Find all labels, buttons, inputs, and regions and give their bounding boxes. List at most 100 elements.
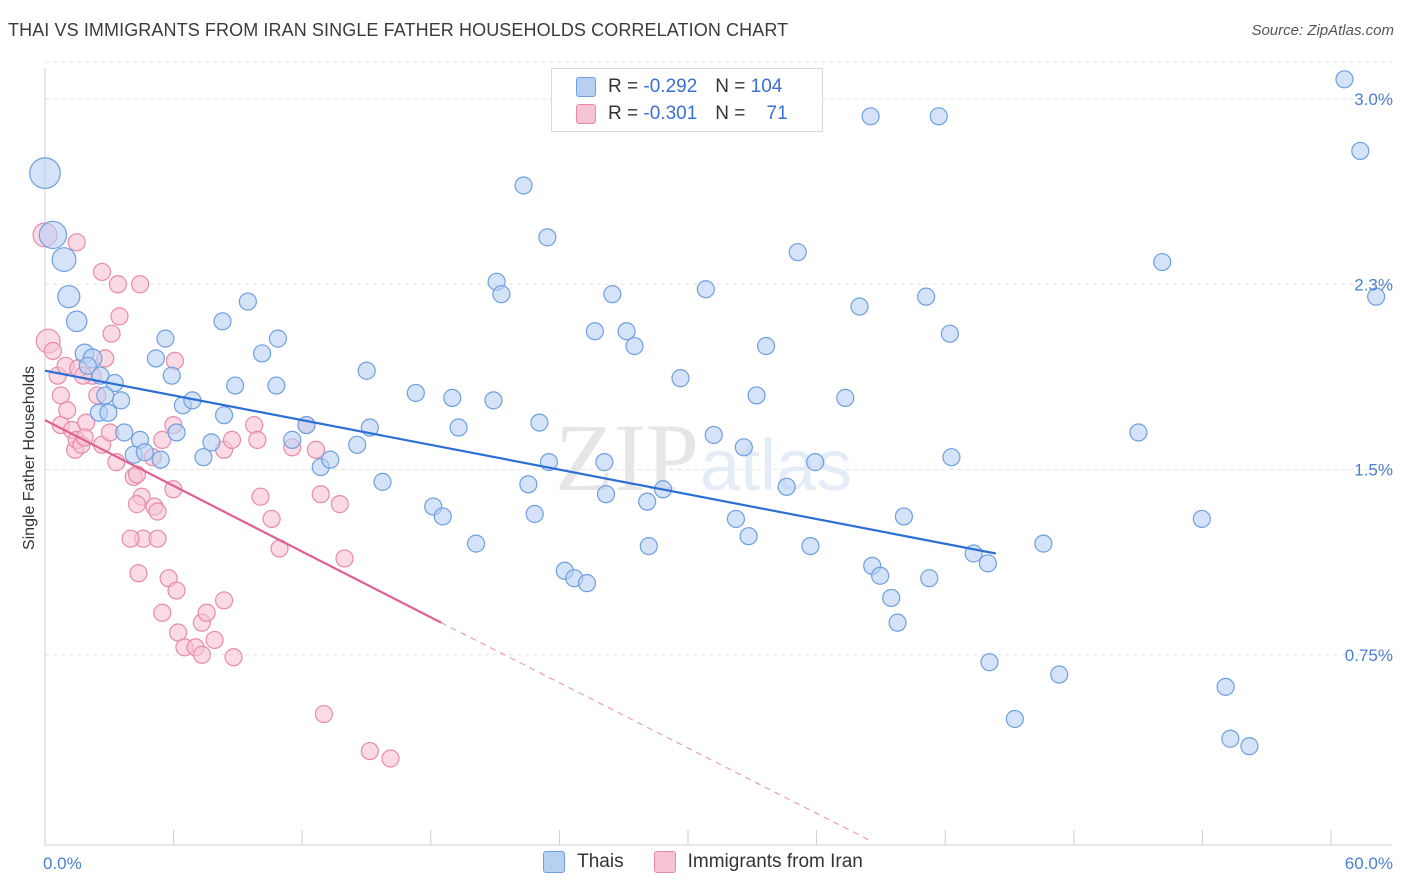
thais-point	[882, 588, 901, 608]
thais-point	[51, 247, 77, 273]
thais-point	[1034, 534, 1053, 553]
thais-point	[739, 527, 758, 546]
thais-point	[1351, 141, 1370, 161]
thais-point	[162, 366, 181, 385]
iran-point	[335, 549, 354, 568]
y-tick-label: 3.0%	[1354, 90, 1393, 109]
thais-point	[1216, 677, 1235, 696]
thais-point	[514, 176, 533, 195]
thais-point	[929, 107, 948, 126]
thais-point	[156, 329, 175, 348]
thais-point	[617, 322, 636, 341]
thais-point	[151, 450, 170, 469]
iran-point	[43, 341, 63, 361]
y-tick-label: 0.75%	[1345, 646, 1393, 665]
chart-title: THAI VS IMMIGRANTS FROM IRAN SINGLE FATH…	[8, 20, 789, 40]
thais-point	[850, 297, 869, 316]
data-points	[29, 70, 1386, 768]
thais-point	[268, 329, 288, 348]
thais-point	[704, 425, 723, 445]
y-tick-labels: 0.75% 1.5% 2.3% 3.0%	[1345, 90, 1393, 665]
y-tick-label: 2.3%	[1354, 275, 1393, 294]
watermark-zip: ZIP	[555, 404, 699, 511]
legend-n-value: 104	[750, 76, 783, 97]
thais-trend-line	[44, 369, 997, 555]
bottom-legend-label-iran: Immigrants from Iran	[687, 851, 863, 872]
iran-point	[360, 741, 379, 761]
iran-point	[306, 440, 326, 459]
iran-point	[102, 324, 121, 343]
iran-point	[67, 233, 86, 252]
iran-point	[197, 603, 216, 622]
thais-point	[29, 157, 61, 190]
thais-point	[888, 613, 907, 632]
thais-point	[625, 336, 644, 356]
thais-point	[167, 423, 186, 442]
legend-row-thais: R = -0.292 N = 104	[576, 76, 782, 98]
iran-point	[381, 749, 400, 768]
watermark: ZIP atlas	[555, 404, 852, 511]
bottom-legend: Thais Immigrants from Iran	[0, 851, 1406, 873]
thais-point	[1050, 665, 1069, 684]
thais-point	[603, 285, 622, 304]
thais-point	[443, 388, 462, 407]
thais-point	[348, 435, 367, 454]
legend-r-value: -0.292	[643, 76, 698, 97]
thais-point	[916, 287, 936, 306]
iran-point	[108, 275, 127, 294]
iran-point	[167, 581, 186, 600]
y-axis-label: Single Father Households	[21, 366, 38, 550]
thais-point	[38, 220, 68, 250]
thais-point	[806, 453, 825, 472]
thais-point	[638, 492, 657, 511]
thais-point	[466, 534, 486, 553]
legend-n-label: N =	[715, 103, 746, 124]
iran-point	[224, 648, 243, 667]
iran-point	[248, 430, 267, 449]
iran-point	[148, 502, 167, 521]
legend-n-value: 71	[766, 103, 788, 124]
legend: R = -0.292 N = 104 R = -0.301 N = 71	[551, 68, 823, 132]
iran-point	[314, 704, 334, 724]
bottom-legend-swatch-iran	[653, 851, 676, 873]
iran-point	[245, 415, 264, 435]
thais-point	[788, 243, 807, 262]
thais-point	[585, 322, 604, 341]
thais-point	[639, 536, 658, 556]
thais-point	[283, 430, 302, 449]
thais-point	[1192, 509, 1211, 529]
thais-point	[595, 453, 614, 472]
thais-point	[449, 418, 468, 437]
iran-point	[311, 485, 330, 504]
x-tick-label: 0.0%	[43, 854, 82, 873]
legend-swatch-iran	[576, 104, 596, 124]
legend-r-label: R =	[608, 76, 639, 97]
thais-point	[214, 406, 234, 425]
iran-point	[130, 275, 150, 294]
iran-point	[165, 351, 185, 370]
thais-point	[696, 280, 715, 299]
iran-point	[58, 401, 77, 420]
thais-point	[726, 509, 746, 529]
thais-point	[777, 477, 796, 496]
thais-point	[861, 107, 880, 126]
iran-point	[262, 509, 281, 529]
iran-point	[222, 430, 242, 449]
thais-point	[99, 403, 118, 422]
thais-point	[267, 376, 286, 395]
thais-point	[538, 228, 557, 247]
thais-point	[747, 386, 766, 405]
bottom-legend-label-thais: Thais	[577, 851, 624, 872]
thais-point	[433, 507, 452, 526]
x-tick-label: 60.0%	[1345, 854, 1393, 873]
thais-point	[57, 284, 81, 309]
thais-point	[1335, 70, 1354, 89]
source-label: Source: ZipAtlas.com	[1251, 22, 1394, 39]
thais-point	[96, 386, 115, 405]
thais-point	[756, 336, 776, 356]
thais-point	[530, 413, 549, 432]
thais-point	[238, 292, 257, 311]
iran-point	[205, 630, 224, 650]
thais-point	[253, 344, 272, 363]
thais-point	[65, 310, 88, 333]
